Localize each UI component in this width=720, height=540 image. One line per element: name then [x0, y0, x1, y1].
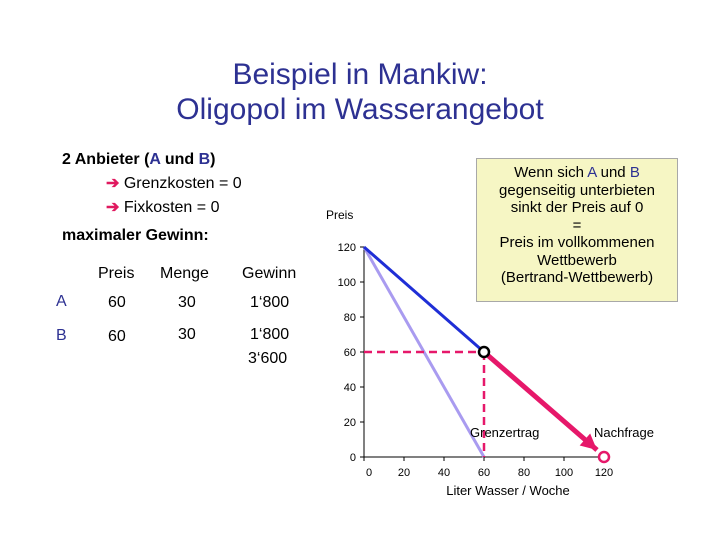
table-total-gewinn: 3‘600: [248, 350, 288, 367]
intro-line-grenzkosten: ➔ Grenzkosten = 0: [106, 172, 242, 196]
table-header-menge: Menge: [160, 265, 209, 282]
chart-marks: [362, 245, 611, 464]
intro-line-fixkosten: ➔ Fixkosten = 0: [106, 196, 219, 220]
intro-max-gewinn: maximaler Gewinn:: [62, 227, 209, 244]
intro-paren-close: ): [210, 151, 216, 168]
table-row-a-preis: 60: [108, 294, 126, 311]
callout-line4: =: [572, 216, 582, 234]
y-tick-label: 0: [350, 452, 356, 464]
intro-supplier-a: A: [149, 151, 161, 168]
callout-line2: gegenseitig unterbieten: [499, 181, 655, 199]
bertrand-callout: Wenn sich A und B gegenseitig unterbiete…: [476, 158, 678, 302]
intro-suppliers-text: 2 Anbieter (: [62, 151, 150, 168]
table-row-a-menge: 30: [178, 294, 196, 311]
callout-supplier-b: B: [629, 164, 640, 181]
arrow-icon: ➔: [106, 175, 120, 192]
arrow-icon: ➔: [106, 199, 120, 216]
y-axis-label: Preis: [326, 208, 353, 222]
table-row-b-preis: 60: [108, 328, 126, 345]
x-axis-label: Liter Wasser / Woche: [446, 483, 570, 498]
callout-line1: Wenn sich A und B: [514, 164, 640, 181]
x-tick-label: 60: [478, 467, 490, 479]
bertrand-arrowhead: [579, 433, 597, 450]
y-tick-label: 120: [338, 242, 356, 254]
x-tick-label: 100: [555, 467, 573, 479]
callout-line7: (Bertrand-Wettbewerb): [500, 269, 654, 286]
y-tick-label: 60: [344, 347, 356, 359]
intro-line-suppliers: 2 Anbieter (A und B): [62, 148, 216, 172]
fixkosten-text: Fixkosten = 0: [123, 199, 220, 216]
intro-and-text: und: [160, 151, 199, 168]
x-tick-label: 40: [438, 467, 450, 479]
callout-line6: Wettbewerb: [537, 251, 617, 269]
table-row-b-menge: 30: [178, 326, 196, 343]
callout-line5: Preis im vollkommenen: [499, 234, 655, 251]
table-header-gewinn: Gewinn: [242, 265, 297, 282]
callout-supplier-a: A: [587, 164, 597, 181]
x-tick-label: 120: [595, 467, 613, 479]
x-tick-label: 0: [366, 467, 372, 479]
oligopoly-point: [477, 345, 491, 359]
x-tick-label: 20: [398, 467, 410, 479]
y-tick-label: 40: [344, 382, 356, 394]
callout-line3: sinkt der Preis auf 0: [510, 199, 644, 216]
slide-title-line2: Oligopol im Wasserangebot: [176, 93, 544, 126]
x-tick-label: 80: [518, 467, 530, 479]
table-row-a-label: A: [56, 293, 67, 310]
series-label-nachfrage: Nachfrage: [594, 425, 654, 440]
y-tick-label: 80: [344, 312, 356, 324]
bertrand-point: [597, 450, 611, 464]
y-tick-label: 20: [344, 417, 356, 429]
table-row-a-gewinn: 1‘800: [250, 294, 290, 311]
bertrand-arrow-line: [482, 350, 599, 452]
y-tick-label: 100: [338, 277, 356, 289]
series-label-grenzertrag: Grenzertrag: [470, 425, 539, 440]
slide-title-line1: Beispiel in Mankiw:: [232, 58, 488, 91]
chart-ticks: 0 20 40 60 80 100 120 0 20 40 60 80 100 120: [338, 242, 614, 479]
table-row-b-gewinn: 1‘800: [250, 326, 290, 343]
table-row-b-label: B: [56, 327, 67, 344]
table-header-preis: Preis: [98, 265, 135, 282]
grenzkosten-text: Grenzkosten = 0: [123, 175, 242, 192]
nachfrage-line-upper: [363, 245, 485, 354]
intro-supplier-b: B: [198, 151, 211, 168]
